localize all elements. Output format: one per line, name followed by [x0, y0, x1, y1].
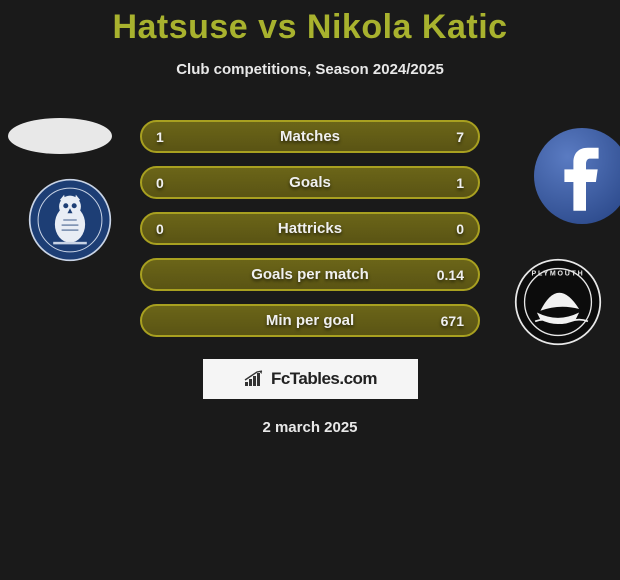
stat-left-value: 0: [156, 175, 164, 191]
page-title: Hatsuse vs Nikola Katic: [0, 0, 620, 47]
stat-right-value: 671: [441, 313, 464, 329]
player-left-avatar: [8, 118, 112, 154]
stat-label: Goals: [289, 174, 331, 191]
club-crest-right-icon: PLYMOUTH: [514, 258, 602, 346]
date-label: 2 march 2025: [0, 419, 620, 436]
svg-text:PLYMOUTH: PLYMOUTH: [532, 271, 585, 278]
watermark: FcTables.com: [203, 359, 418, 399]
stat-right-value: 7: [456, 129, 464, 145]
stat-row-matches: 1 Matches 7: [140, 120, 480, 153]
stat-left-value: 1: [156, 129, 164, 145]
stat-right-value: 0: [456, 221, 464, 237]
stat-label: Min per goal: [266, 312, 354, 329]
competition-subtitle: Club competitions, Season 2024/2025: [0, 61, 620, 78]
stat-right-value: 0.14: [437, 267, 464, 283]
stat-label: Hattricks: [278, 220, 342, 237]
bar-chart-up-icon: [243, 370, 265, 388]
stat-label: Matches: [280, 128, 340, 145]
stat-row-hattricks: 0 Hattricks 0: [140, 212, 480, 245]
stat-row-goals-per-match: Goals per match 0.14: [140, 258, 480, 291]
club-crest-left-icon: [28, 178, 112, 262]
stat-row-goals: 0 Goals 1: [140, 166, 480, 199]
facebook-icon[interactable]: [532, 126, 620, 226]
stat-row-min-per-goal: Min per goal 671: [140, 304, 480, 337]
watermark-text: FcTables.com: [271, 369, 377, 389]
stat-label: Goals per match: [251, 266, 369, 283]
stat-right-value: 1: [456, 175, 464, 191]
stat-left-value: 0: [156, 221, 164, 237]
